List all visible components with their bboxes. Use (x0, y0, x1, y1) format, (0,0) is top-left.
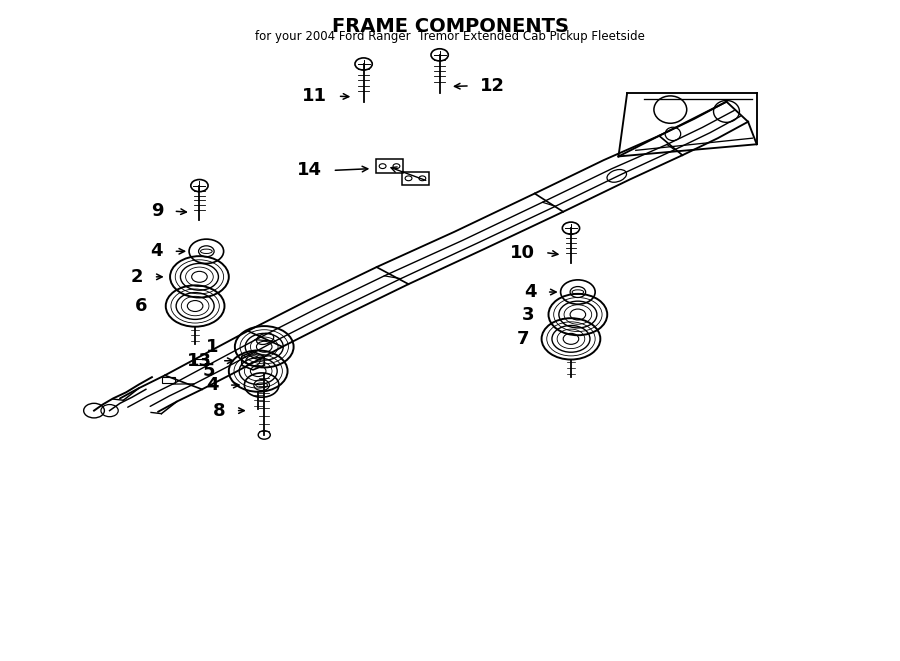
Bar (195, 359, 208, 365)
Text: for your 2004 Ford Ranger  Tremor Extended Cab Pickup Fleetside: for your 2004 Ford Ranger Tremor Extende… (255, 30, 645, 43)
Text: 4: 4 (150, 243, 163, 260)
Text: 4: 4 (206, 376, 219, 394)
Text: 12: 12 (481, 77, 505, 95)
Text: 6: 6 (135, 297, 148, 315)
Text: 11: 11 (302, 87, 328, 105)
Text: 4: 4 (524, 283, 536, 301)
Text: 8: 8 (212, 402, 225, 420)
Text: 7: 7 (517, 330, 529, 348)
Text: 9: 9 (150, 202, 163, 220)
Text: 3: 3 (522, 305, 535, 323)
Text: 14: 14 (297, 161, 322, 179)
Text: 1: 1 (206, 338, 219, 356)
Bar (375, 159, 403, 173)
Text: 13: 13 (186, 352, 211, 369)
Text: 2: 2 (130, 268, 143, 286)
Bar (162, 377, 176, 383)
Text: FRAME COMPONENTS: FRAME COMPONENTS (331, 17, 569, 36)
Text: 10: 10 (509, 243, 535, 262)
Bar (401, 172, 429, 185)
Text: 5: 5 (202, 362, 215, 380)
